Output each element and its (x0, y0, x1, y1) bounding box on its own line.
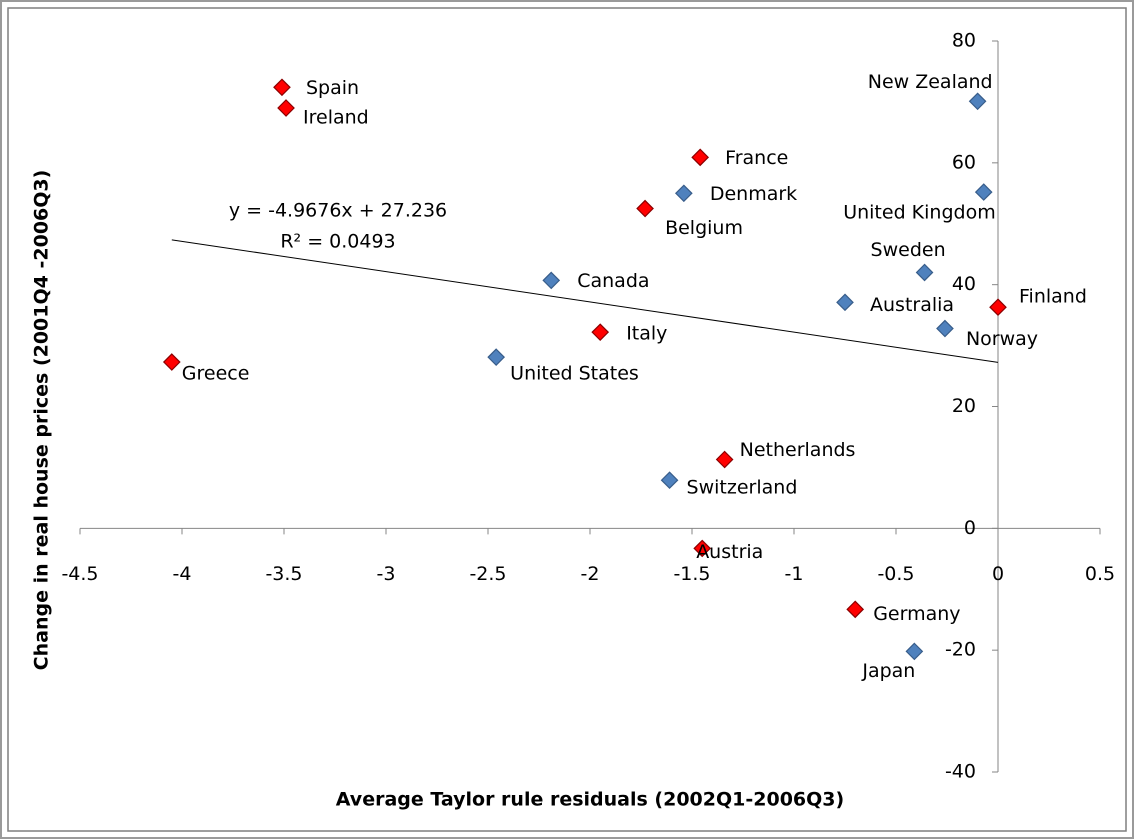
point-label: Canada (577, 270, 649, 292)
point-label: United Kingdom (843, 202, 996, 224)
data-point (936, 319, 954, 338)
x-tick-label: -2.5 (469, 563, 506, 585)
y-tick-label: 20 (952, 395, 976, 417)
data-point (591, 323, 610, 342)
x-tick-label: -3.5 (265, 563, 302, 585)
x-tick-label: -0.5 (877, 563, 914, 585)
point-label: Australia (870, 294, 954, 316)
point-label: Belgium (665, 217, 743, 239)
point-label: Japan (861, 660, 915, 682)
y-axis-title: Change in real house prices (2001Q4 -200… (31, 170, 53, 671)
y-tick-label: 60 (952, 151, 976, 173)
data-point (674, 184, 693, 203)
x-tick-label: 0 (992, 563, 1004, 585)
point-label: France (725, 147, 788, 169)
point-label: Denmark (710, 183, 797, 205)
x-tick-label: -4.5 (61, 563, 98, 585)
data-point (846, 600, 865, 619)
point-label: Norway (966, 328, 1038, 350)
y-tick-label: 80 (952, 30, 976, 52)
point-label: Germany (873, 603, 960, 625)
data-point (915, 263, 934, 282)
trendline-equation: y = -4.9676x + 27.236 (229, 200, 447, 222)
point-label: Spain (306, 77, 359, 99)
data-point (691, 148, 710, 167)
data-point (989, 298, 1007, 317)
point-label: Sweden (871, 239, 946, 261)
data-point (277, 99, 295, 117)
data-point (487, 348, 506, 367)
data-point (693, 539, 712, 558)
point-label: United States (510, 363, 639, 385)
data-point (542, 271, 561, 290)
y-tick-label: -40 (945, 761, 976, 783)
x-axis-title: Average Taylor rule residuals (2002Q1-20… (336, 789, 844, 811)
point-label: Switzerland (687, 477, 798, 499)
y-tick-label: 0 (964, 517, 976, 539)
data-point (836, 293, 854, 312)
point-label: Ireland (303, 107, 369, 129)
x-tick-label: 0.5 (1085, 563, 1115, 585)
point-label: Finland (1019, 286, 1087, 308)
data-point (968, 92, 987, 111)
data-point (974, 183, 993, 201)
point-label: Netherlands (740, 439, 856, 461)
x-tick-label: -1.5 (673, 563, 710, 585)
trendline (171, 239, 999, 363)
x-tick-label: -1 (785, 563, 804, 585)
x-tick-label: -2 (581, 563, 600, 585)
point-label: Italy (626, 323, 667, 345)
data-point (660, 471, 679, 490)
data-point (636, 199, 654, 218)
trendline-r-squared: R² = 0.0493 (280, 231, 395, 253)
x-tick-label: -3 (377, 563, 396, 585)
y-tick-label: -20 (945, 639, 976, 661)
x-tick-label: -4 (173, 563, 192, 585)
point-label: Austria (696, 541, 763, 563)
point-label: Greece (182, 363, 250, 385)
data-point (715, 450, 734, 469)
data-point (273, 78, 291, 97)
y-tick-label: 40 (952, 273, 976, 295)
chart-frame (7, 7, 1127, 832)
point-label: New Zealand (868, 71, 993, 93)
data-point (905, 642, 924, 661)
data-point (162, 353, 181, 371)
